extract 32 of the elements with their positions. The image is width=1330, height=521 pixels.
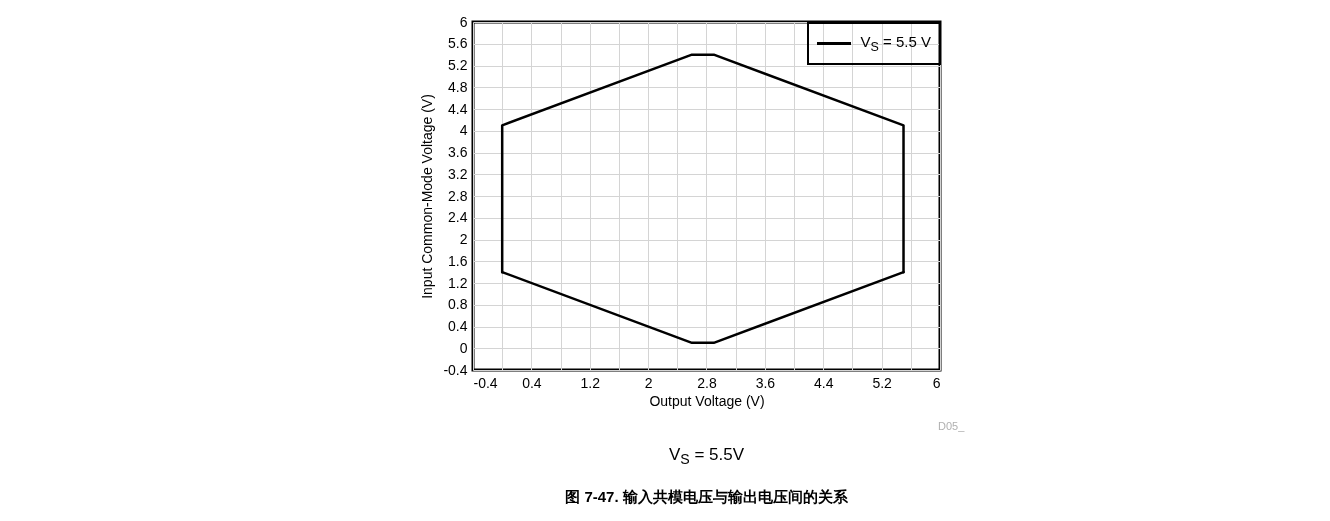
y-tick-label: 1.2 xyxy=(448,274,468,291)
y-tick-label: 5.2 xyxy=(448,57,468,73)
legend-label: V$_{S}$ = 5.5 V xyxy=(860,33,931,54)
x-tick-label: 4.4 xyxy=(814,374,834,391)
y-tick-label: 5.6 xyxy=(448,35,468,52)
x-tick-label: 3.6 xyxy=(755,374,776,391)
y-tick-label: -0.4 xyxy=(443,361,468,378)
x-tick-label: 2 xyxy=(644,374,653,391)
x-axis-title: Output Voltage (V) xyxy=(649,392,765,409)
y-tick-label: 2 xyxy=(459,231,468,247)
y-tick-label: 0.4 xyxy=(448,318,468,334)
y-tick-label: 3.6 xyxy=(448,144,468,160)
y-axis-title: Input Common-Mode Voltage (V) xyxy=(419,94,436,299)
text: D05_ xyxy=(938,420,965,432)
y-tick-label: 4.8 xyxy=(448,78,468,95)
y-tick-label: 6 xyxy=(459,13,468,30)
y-tick-label: 2.4 xyxy=(448,209,468,226)
y-tick-label: 3.2 xyxy=(448,165,468,182)
y-tick-label: 4 xyxy=(459,122,468,139)
x-tick-label: 6 xyxy=(932,374,941,391)
x-tick-label: -0.4 xyxy=(473,374,498,391)
x-tick-label: 1.2 xyxy=(580,374,601,391)
caption: 图 7-47. 输入共模电压与输出电压间的关系 xyxy=(564,488,849,507)
y-tick-label: 0 xyxy=(459,339,468,356)
y-tick-label: 4.4 xyxy=(448,100,468,117)
y-tick-label: 1.6 xyxy=(448,252,468,269)
x-tick-label: 2.8 xyxy=(697,374,717,391)
x-tick-label: 0.4 xyxy=(522,374,542,391)
y-tick-label: 2.8 xyxy=(448,187,468,204)
y-tick-label: 0.8 xyxy=(448,296,468,313)
x-tick-label: 5.2 xyxy=(872,374,893,391)
text: V$_{S}$ = 5.5V xyxy=(667,445,746,468)
